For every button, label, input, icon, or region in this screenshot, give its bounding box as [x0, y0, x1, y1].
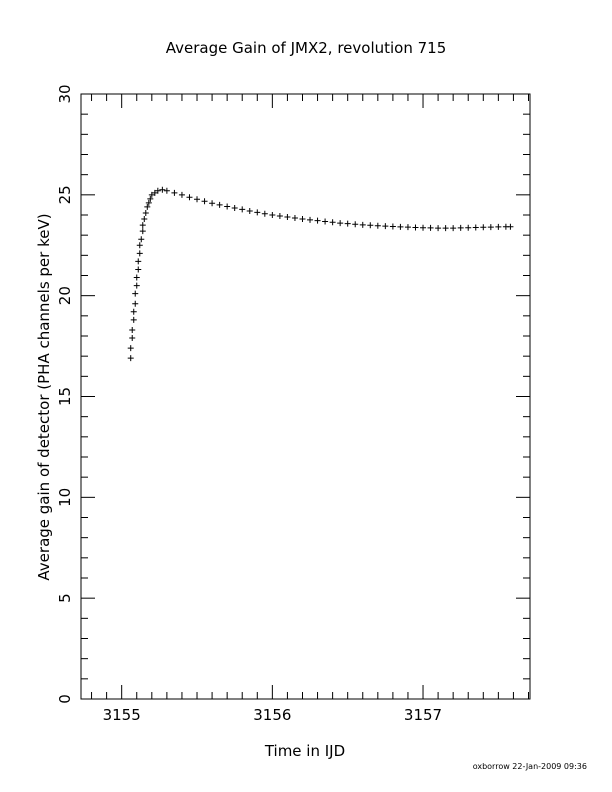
data-point: [367, 222, 374, 229]
data-point: [382, 223, 389, 230]
data-point: [412, 224, 419, 231]
data-point: [322, 218, 329, 225]
data-point: [495, 223, 502, 230]
footer-credit: oxborrow 22-Jan-2009 09:36: [473, 762, 587, 771]
data-point: [139, 228, 146, 235]
data-point: [307, 216, 314, 223]
data-point: [186, 194, 193, 201]
data-point: [442, 225, 449, 232]
x-axis-tick-labels: 3155 3156 3157: [103, 706, 443, 724]
data-point: [163, 187, 170, 194]
data-point: [148, 191, 155, 198]
chart-title: Average Gain of JMX2, revolution 715: [166, 39, 447, 57]
data-point: [132, 300, 139, 307]
y-tick-label: 0: [56, 694, 74, 704]
data-point: [154, 187, 161, 194]
data-point: [291, 215, 298, 222]
data-point: [359, 221, 366, 228]
data-point: [337, 220, 344, 227]
data-point: [145, 199, 152, 206]
data-point: [136, 242, 143, 249]
data-point: [269, 212, 276, 218]
data-point: [254, 209, 261, 216]
data-point: [404, 224, 411, 231]
data-point: [480, 224, 487, 231]
y-tick-label: 20: [56, 286, 74, 305]
x-tick-label: 3157: [404, 706, 442, 724]
data-point: [397, 223, 404, 230]
data-point: [147, 195, 154, 202]
data-point: [178, 191, 185, 198]
data-point: [135, 266, 142, 273]
y-axis-label: Average gain of detector (PHA channels p…: [35, 213, 53, 580]
data-point: [276, 213, 283, 220]
data-point: [435, 225, 442, 232]
data-point: [138, 236, 145, 243]
data-point: [389, 223, 396, 230]
data-point: [159, 186, 166, 193]
data-point: [129, 335, 136, 342]
data-point: [216, 201, 223, 208]
x-axis-ticks: [91, 94, 529, 699]
data-point: [136, 250, 143, 257]
data-point: [427, 224, 434, 231]
data-point: [130, 316, 137, 323]
data-point: [194, 196, 201, 203]
data-point: [465, 224, 472, 231]
data-point: [209, 200, 216, 207]
x-tick-label: 3155: [103, 706, 141, 724]
data-point: [142, 209, 149, 216]
data-point: [450, 225, 457, 232]
data-point: [127, 355, 134, 362]
data-point: [299, 216, 306, 223]
data-point: [171, 189, 178, 196]
data-point: [284, 214, 291, 221]
data-point: [133, 282, 140, 289]
y-tick-label: 15: [56, 387, 74, 406]
y-tick-label: 5: [56, 593, 74, 603]
data-point: [457, 224, 464, 231]
x-tick-label: 3156: [253, 706, 291, 724]
data-point: [261, 210, 268, 217]
data-point: [246, 207, 253, 214]
data-point: [224, 203, 231, 210]
data-point: [130, 308, 137, 315]
data-point: [352, 221, 359, 228]
data-point: [144, 203, 151, 210]
data-point: [129, 326, 136, 333]
data-point: [420, 224, 427, 231]
data-point: [139, 222, 146, 229]
data-point: [239, 206, 246, 213]
data-point: [472, 224, 479, 231]
plot-frame: [80, 93, 531, 700]
data-point: [344, 220, 351, 227]
data-point: [329, 219, 336, 226]
data-point: [201, 198, 208, 205]
data-point: [127, 345, 134, 352]
y-tick-label: 10: [56, 488, 74, 507]
y-tick-label: 25: [56, 185, 74, 204]
data-point: [374, 222, 381, 229]
y-axis-tick-labels: 0 5 10 15 20 25 30: [56, 84, 74, 703]
x-axis-label: Time in IJD: [264, 742, 345, 760]
data-point: [151, 189, 158, 196]
data-point: [132, 290, 139, 297]
data-point: [141, 216, 148, 223]
data-point: [487, 224, 494, 231]
data-point: [231, 204, 238, 211]
y-tick-label: 30: [56, 84, 74, 103]
data-point: [133, 274, 140, 281]
data-point: [507, 223, 514, 230]
y-axis-ticks: [81, 93, 530, 700]
data-point: [314, 217, 321, 224]
data-point: [135, 258, 142, 265]
data-points: [127, 186, 514, 362]
